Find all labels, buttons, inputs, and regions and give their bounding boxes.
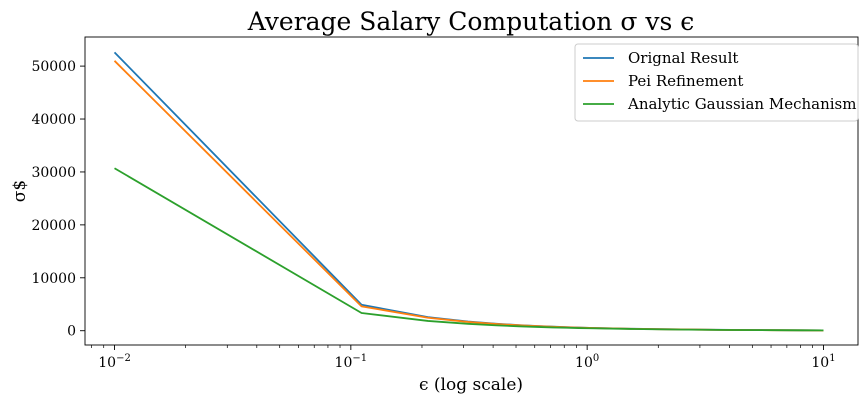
x-tick-label: 100	[575, 353, 599, 371]
x-axis-label: ϵ (log scale)	[419, 375, 523, 395]
series-lines	[113, 51, 824, 332]
y-axis: 0 10000 20000 30000 40000 50000	[31, 59, 85, 340]
legend: Orignal Result Pei Refinement Analytic Gau…	[574, 43, 859, 122]
y-tick-label: 20000	[31, 218, 76, 234]
plot-area	[84, 36, 859, 346]
legend-label-3: Analytic Gaussian Mechanism	[627, 95, 856, 113]
legend-frame	[574, 43, 859, 122]
legend-label-2: Pei Refinement	[628, 72, 743, 90]
y-tick-label: 30000	[31, 165, 76, 181]
y-axis-label: σ$	[10, 180, 30, 202]
y-tick-label: 0	[67, 324, 76, 340]
y-tick-label: 50000	[31, 59, 76, 75]
x-tick-label: 10−2	[98, 353, 131, 371]
chart-title: Average Salary Computation σ vs ϵ	[247, 7, 695, 36]
y-tick-label: 10000	[31, 271, 76, 287]
legend-label-1: Orignal Result	[628, 49, 738, 67]
series-line-3	[114, 167, 824, 332]
x-axis: 10−2 10−1 100 101	[91, 345, 836, 371]
y-tick-label: 40000	[31, 112, 76, 128]
plot-frame	[84, 36, 859, 346]
x-tick-label: 101	[811, 353, 835, 371]
x-tick-label: 10−1	[335, 353, 368, 371]
